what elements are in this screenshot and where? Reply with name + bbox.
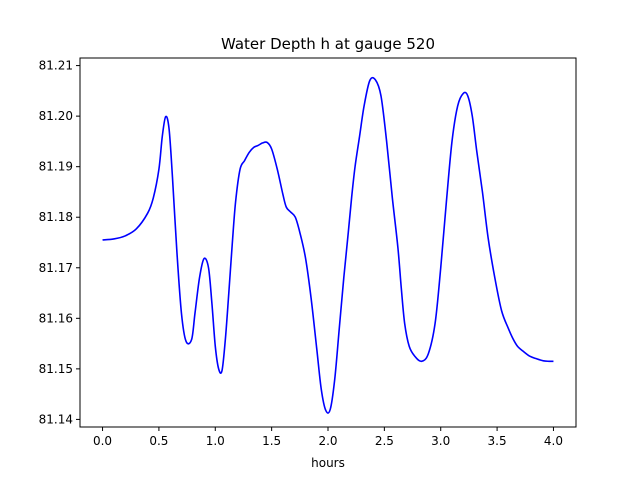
y-tick-label: 81.14 [39, 412, 73, 426]
y-tick-label: 81.15 [39, 362, 73, 376]
chart-title: Water Depth h at gauge 520 [221, 35, 435, 53]
x-tick-label: 0.5 [149, 434, 168, 448]
y-tick-label: 81.18 [39, 210, 73, 224]
x-tick-label: 2.0 [318, 434, 337, 448]
x-tick-label: 4.0 [544, 434, 563, 448]
y-tick-label: 81.16 [39, 311, 73, 325]
x-axis-ticks: 0.0 0.5 1.0 1.5 2.0 2.5 3.0 3.5 4.0 [93, 427, 563, 448]
x-tick-label: 0.0 [93, 434, 112, 448]
x-axis-label: hours [311, 456, 345, 470]
y-tick-label: 81.19 [39, 160, 73, 174]
x-tick-label: 1.5 [262, 434, 281, 448]
y-axis-ticks: 81.14 81.15 81.16 81.17 81.18 81.19 81.20 81.21 [39, 59, 80, 426]
x-tick-label: 2.5 [375, 434, 394, 448]
series-line-0 [102, 76, 554, 414]
x-tick-label: 3.5 [488, 434, 507, 448]
x-tick-label: 3.0 [431, 434, 450, 448]
y-tick-label: 81.21 [39, 59, 73, 73]
y-tick-label: 81.20 [39, 109, 73, 123]
y-tick-label: 81.17 [39, 261, 73, 275]
x-tick-label: 1.0 [206, 434, 225, 448]
